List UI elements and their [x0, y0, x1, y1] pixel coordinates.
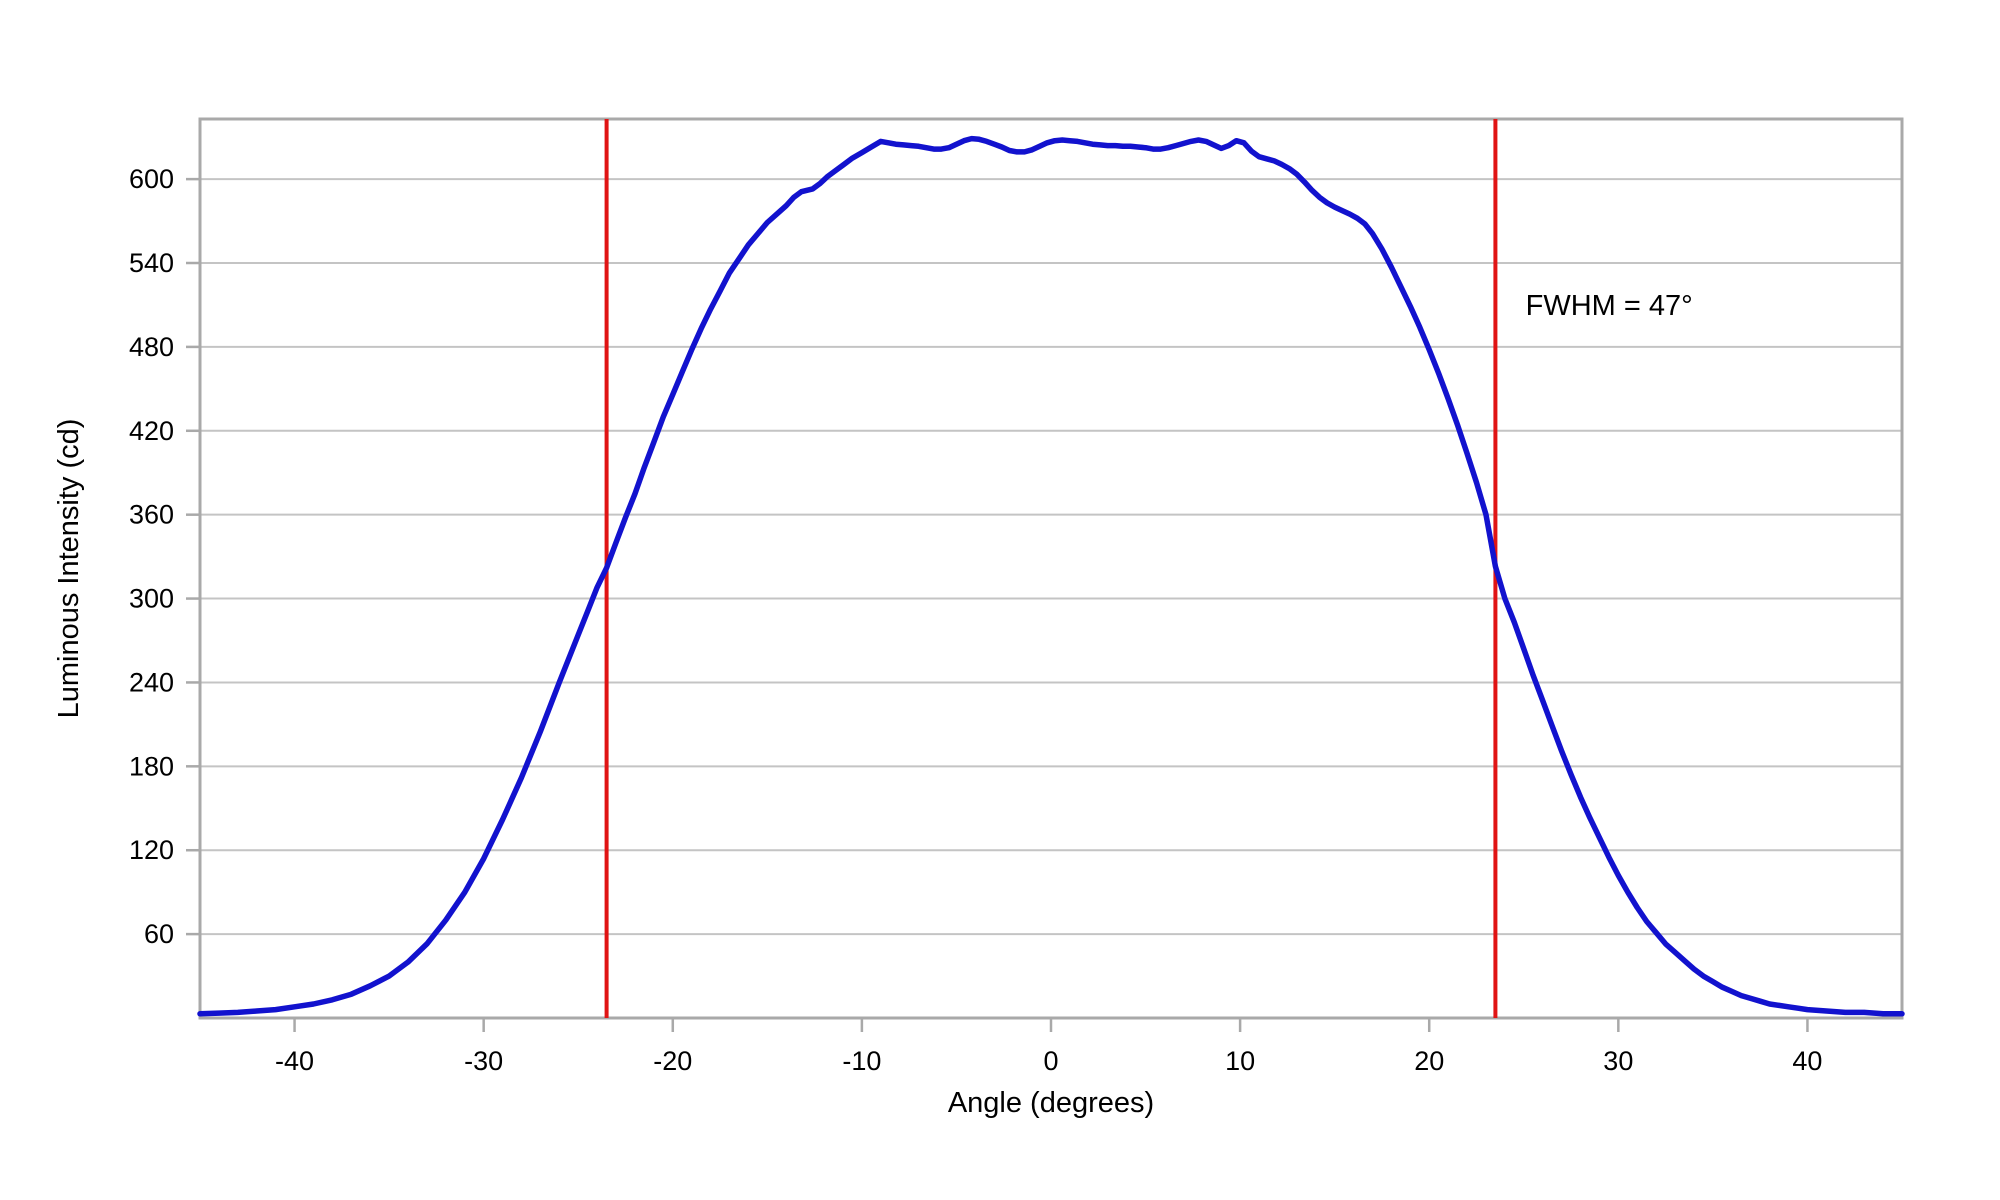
x-axis-title: Angle (degrees)	[948, 1087, 1154, 1119]
x-tick-label--10: -10	[842, 1046, 881, 1076]
y-tick-label-540: 540	[129, 248, 174, 278]
luminous-intensity-curve	[197, 135, 1905, 1017]
x-tick-label-30: 30	[1603, 1046, 1633, 1076]
y-tick-label-120: 120	[129, 835, 174, 865]
y-tick-label-420: 420	[129, 416, 174, 446]
x-axis-ticks: -40 -30 -20 -10 0 10 20 30 40	[275, 1018, 1822, 1076]
y-tick-label-360: 360	[129, 500, 174, 530]
x-tick-label-20: 20	[1414, 1046, 1444, 1076]
x-tick-label-0: 0	[1043, 1046, 1058, 1076]
y-tick-label-180: 180	[129, 751, 174, 781]
y-tick-label-600: 600	[129, 164, 174, 194]
gridlines	[200, 178, 1902, 936]
plot-border	[198, 117, 1904, 1020]
y-tick-label-240: 240	[129, 667, 174, 697]
fwhm-annotation: FWHM = 47°	[1526, 290, 1693, 322]
y-tick-label-300: 300	[129, 584, 174, 614]
y-axis-ticks: 60 120 180 240 300 360 420 480 540 600	[129, 164, 200, 949]
plot-frame	[198, 117, 1904, 1020]
y-tick-label-60: 60	[144, 919, 174, 949]
y-axis-title: Luminous Intensity (cd)	[53, 419, 85, 719]
x-tick-label--30: -30	[464, 1046, 503, 1076]
x-tick-label--20: -20	[653, 1046, 692, 1076]
x-tick-label--40: -40	[275, 1046, 314, 1076]
x-tick-label-40: 40	[1792, 1046, 1822, 1076]
data-series	[197, 135, 1905, 1017]
x-tick-label-10: 10	[1225, 1046, 1255, 1076]
y-tick-label-480: 480	[129, 332, 174, 362]
